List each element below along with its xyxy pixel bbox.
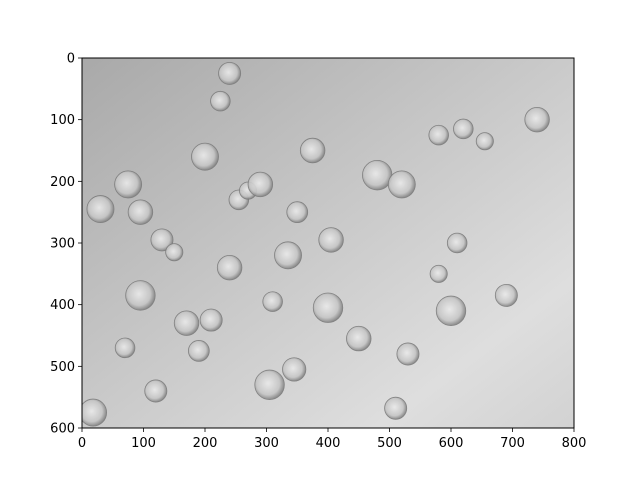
bubble — [191, 142, 219, 171]
x-tick-label: 0 — [78, 436, 86, 451]
bubble — [114, 170, 143, 199]
micrograph-image — [82, 58, 574, 428]
bubble — [144, 379, 168, 403]
bubble — [384, 396, 408, 420]
y-tick-label: 300 — [50, 237, 75, 252]
bubble — [299, 137, 326, 164]
bubble — [362, 160, 393, 191]
bubble — [346, 325, 372, 352]
bubble — [396, 342, 420, 366]
bubble — [254, 369, 285, 400]
bubble — [453, 118, 474, 140]
y-tick-label: 200 — [50, 175, 75, 190]
bubble — [173, 310, 200, 336]
bubble — [187, 340, 210, 362]
bubble — [524, 106, 550, 133]
bubble — [210, 90, 231, 112]
bubble — [475, 132, 494, 151]
y-tick-label: 600 — [50, 422, 75, 437]
bubble — [82, 398, 107, 427]
bubble-layer — [82, 61, 550, 427]
bubble — [428, 124, 449, 146]
x-tick-label: 800 — [562, 436, 587, 451]
y-axis: 0 100 200 300 400 500 600 — [50, 52, 82, 437]
bubble — [312, 292, 344, 323]
x-tick-label: 400 — [316, 436, 341, 451]
y-tick-label: 500 — [50, 360, 75, 375]
bubble — [127, 199, 154, 225]
x-tick-label: 300 — [254, 436, 279, 451]
bubble — [216, 254, 243, 281]
bubble — [318, 227, 344, 253]
bubble — [165, 243, 184, 262]
bubble — [387, 170, 416, 199]
x-tick-label: 200 — [193, 436, 218, 451]
bubble — [86, 195, 115, 224]
x-axis: 0 100 200 300 400 500 600 700 800 — [78, 428, 587, 451]
bubble — [435, 295, 467, 326]
bubble — [286, 201, 309, 224]
x-tick-label: 700 — [500, 436, 525, 451]
y-tick-label: 100 — [50, 113, 75, 128]
x-tick-label: 600 — [439, 436, 464, 451]
y-tick-label: 0 — [67, 52, 75, 67]
bubble — [199, 308, 223, 332]
bubble — [429, 264, 448, 283]
bubble — [262, 291, 283, 312]
x-tick-label: 100 — [131, 436, 156, 451]
y-tick-label: 400 — [50, 298, 75, 313]
bubble — [150, 228, 174, 252]
x-tick-label: 500 — [377, 436, 402, 451]
bubble — [218, 61, 242, 85]
bubble — [247, 171, 274, 198]
bubble — [274, 241, 302, 270]
bubble — [282, 357, 307, 382]
bubble — [114, 337, 136, 359]
bubble — [125, 280, 156, 311]
bubble — [446, 232, 468, 254]
bubble — [494, 283, 518, 307]
